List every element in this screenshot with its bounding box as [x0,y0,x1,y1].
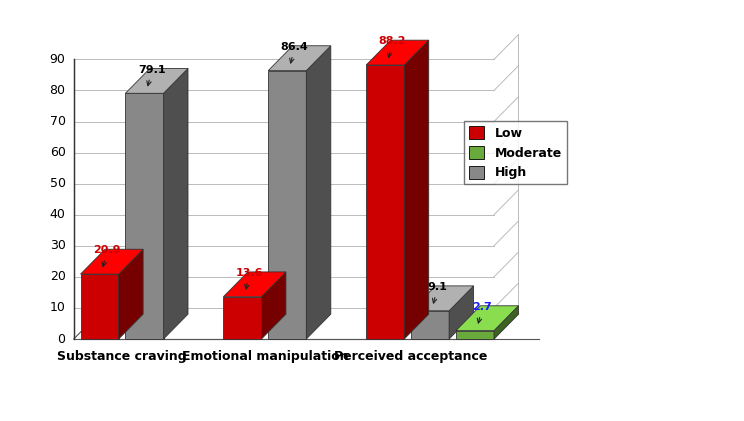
Text: Emotional manipulation: Emotional manipulation [182,350,348,363]
Text: 30: 30 [50,239,65,252]
Text: 20.9: 20.9 [93,245,121,266]
Text: 60: 60 [50,146,65,159]
Text: 70: 70 [50,115,65,128]
Polygon shape [223,297,261,339]
Text: Substance craving: Substance craving [57,350,187,363]
Text: 88.2: 88.2 [379,36,406,57]
Polygon shape [118,249,143,339]
Polygon shape [223,272,286,297]
Polygon shape [164,69,188,339]
Legend: Low, Moderate, High: Low, Moderate, High [464,121,567,184]
Polygon shape [411,286,474,311]
Polygon shape [494,306,519,339]
Polygon shape [307,46,331,339]
Text: 10: 10 [50,301,65,314]
Polygon shape [366,40,429,65]
Text: Perceived acceptance: Perceived acceptance [334,350,488,363]
Polygon shape [269,71,307,339]
Polygon shape [456,306,519,330]
Polygon shape [404,40,429,339]
Text: 40: 40 [50,208,65,221]
Polygon shape [269,46,331,71]
Text: 86.4: 86.4 [280,42,309,63]
Polygon shape [126,69,188,93]
Text: 90: 90 [50,53,65,66]
Polygon shape [126,93,164,339]
Polygon shape [456,330,494,339]
Polygon shape [366,65,404,339]
Polygon shape [80,274,118,339]
Text: 9.1: 9.1 [428,282,447,303]
Text: 2.7: 2.7 [472,302,493,323]
Polygon shape [261,272,286,339]
Text: 20: 20 [50,270,65,283]
Polygon shape [449,286,474,339]
Text: 50: 50 [50,177,65,190]
Text: 13.6: 13.6 [236,268,263,289]
Polygon shape [411,311,449,339]
Text: 0: 0 [57,333,65,346]
Polygon shape [80,249,143,274]
Text: 80: 80 [50,84,65,97]
Text: 79.1: 79.1 [138,65,166,85]
